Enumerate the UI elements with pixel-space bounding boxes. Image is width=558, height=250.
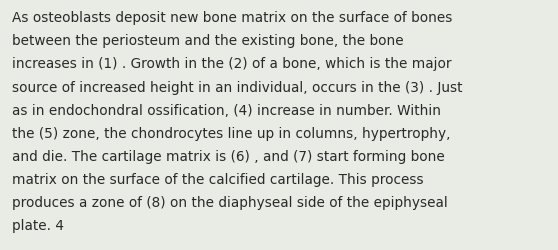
Text: plate. 4: plate. 4 <box>12 218 64 232</box>
Text: produces a zone of (8) on the diaphyseal side of the epiphyseal: produces a zone of (8) on the diaphyseal… <box>12 195 448 209</box>
Text: the (5) zone, the chondrocytes line up in columns, hypertrophy,: the (5) zone, the chondrocytes line up i… <box>12 126 451 140</box>
Text: and die. The cartilage matrix is (6) , and (7) start forming bone: and die. The cartilage matrix is (6) , a… <box>12 149 445 163</box>
Text: matrix on the surface of the calcified cartilage. This process: matrix on the surface of the calcified c… <box>12 172 424 186</box>
Text: as in endochondral ossification, (4) increase in number. Within: as in endochondral ossification, (4) inc… <box>12 103 441 117</box>
Text: between the periosteum and the existing bone, the bone: between the periosteum and the existing … <box>12 34 404 48</box>
Text: increases in (1) . Growth in the (2) of a bone, which is the major: increases in (1) . Growth in the (2) of … <box>12 57 452 71</box>
Text: source of increased height in an individual, occurs in the (3) . Just: source of increased height in an individ… <box>12 80 463 94</box>
Text: As osteoblasts deposit new bone matrix on the surface of bones: As osteoblasts deposit new bone matrix o… <box>12 11 453 25</box>
